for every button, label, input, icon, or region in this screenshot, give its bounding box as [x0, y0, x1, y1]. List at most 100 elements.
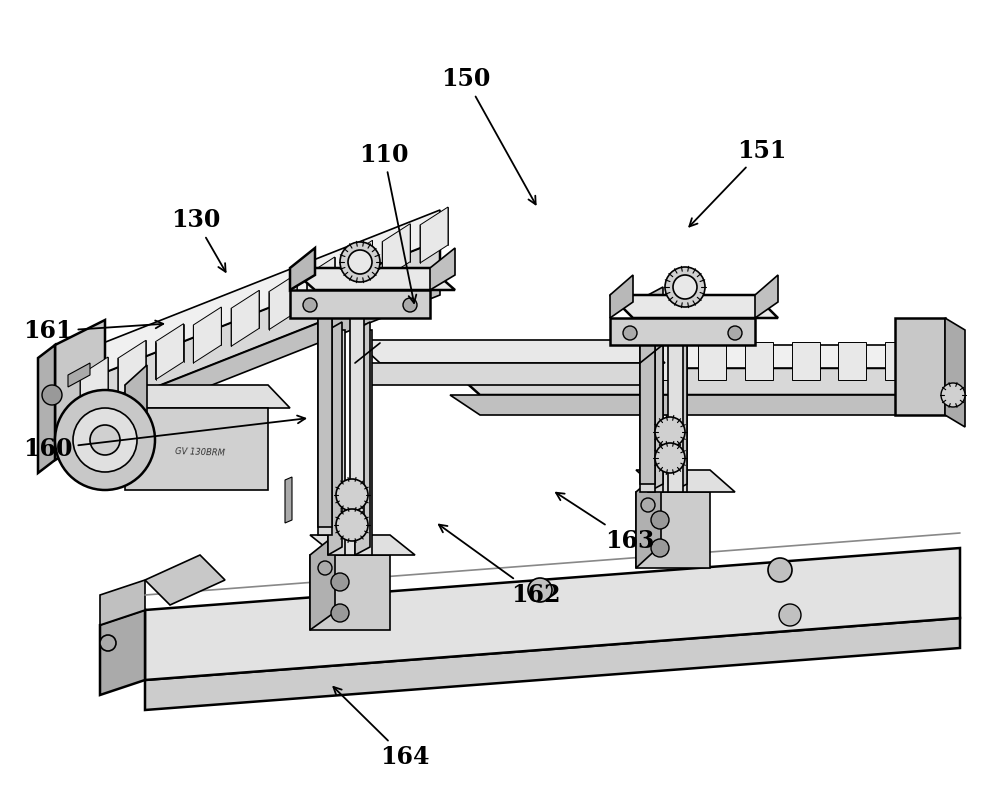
- Polygon shape: [100, 610, 145, 695]
- Polygon shape: [55, 320, 105, 460]
- Circle shape: [303, 298, 317, 312]
- Polygon shape: [512, 342, 540, 380]
- Polygon shape: [420, 207, 448, 263]
- Circle shape: [336, 479, 368, 511]
- Text: 164: 164: [333, 687, 430, 769]
- Polygon shape: [640, 345, 655, 492]
- Polygon shape: [60, 275, 440, 445]
- Polygon shape: [698, 342, 726, 380]
- Polygon shape: [355, 363, 640, 385]
- Circle shape: [340, 242, 380, 282]
- Polygon shape: [610, 318, 755, 345]
- Polygon shape: [745, 342, 773, 380]
- Circle shape: [331, 604, 349, 622]
- Circle shape: [528, 578, 552, 602]
- Polygon shape: [290, 248, 315, 290]
- Text: 162: 162: [439, 525, 561, 607]
- Text: 160: 160: [23, 416, 305, 461]
- Circle shape: [55, 390, 155, 490]
- Text: 110: 110: [359, 143, 416, 303]
- Polygon shape: [945, 318, 965, 427]
- Polygon shape: [125, 385, 290, 408]
- Polygon shape: [100, 580, 145, 625]
- Polygon shape: [636, 470, 735, 492]
- Polygon shape: [640, 337, 655, 484]
- Polygon shape: [125, 408, 268, 490]
- Text: GV 130BRM: GV 130BRM: [175, 446, 225, 458]
- Polygon shape: [755, 275, 778, 318]
- Polygon shape: [610, 295, 778, 318]
- Polygon shape: [450, 368, 930, 395]
- Polygon shape: [68, 363, 90, 387]
- Text: 150: 150: [441, 67, 536, 205]
- Polygon shape: [145, 555, 225, 605]
- Circle shape: [768, 558, 792, 582]
- Polygon shape: [648, 295, 663, 492]
- Circle shape: [779, 604, 801, 626]
- Circle shape: [403, 298, 417, 312]
- Circle shape: [941, 383, 965, 407]
- Polygon shape: [193, 307, 221, 363]
- Circle shape: [651, 511, 669, 529]
- Polygon shape: [60, 210, 440, 390]
- Polygon shape: [285, 477, 292, 523]
- Circle shape: [728, 326, 742, 340]
- Polygon shape: [355, 322, 370, 555]
- Polygon shape: [355, 340, 665, 363]
- Circle shape: [42, 385, 62, 405]
- Polygon shape: [605, 342, 633, 380]
- Polygon shape: [672, 287, 687, 492]
- Polygon shape: [885, 342, 913, 380]
- Polygon shape: [156, 324, 184, 380]
- Circle shape: [90, 425, 120, 455]
- Circle shape: [336, 509, 368, 541]
- Circle shape: [665, 267, 705, 307]
- Polygon shape: [672, 295, 687, 492]
- Polygon shape: [648, 287, 663, 492]
- Polygon shape: [895, 318, 945, 415]
- Polygon shape: [355, 330, 372, 555]
- Polygon shape: [60, 240, 440, 425]
- Polygon shape: [465, 342, 493, 380]
- Text: 163: 163: [556, 492, 655, 553]
- Polygon shape: [290, 290, 430, 318]
- Circle shape: [348, 250, 372, 274]
- Circle shape: [73, 408, 137, 472]
- Polygon shape: [450, 345, 930, 368]
- Polygon shape: [145, 618, 960, 710]
- Circle shape: [651, 539, 669, 557]
- Polygon shape: [310, 535, 335, 630]
- Polygon shape: [310, 555, 390, 630]
- Polygon shape: [668, 345, 683, 492]
- Text: 151: 151: [689, 139, 787, 227]
- Polygon shape: [344, 240, 372, 297]
- Polygon shape: [792, 342, 820, 380]
- Polygon shape: [450, 395, 930, 415]
- Polygon shape: [652, 342, 680, 380]
- Polygon shape: [350, 290, 364, 535]
- Polygon shape: [558, 342, 586, 380]
- Circle shape: [641, 498, 655, 512]
- Polygon shape: [610, 275, 633, 318]
- Text: 161: 161: [23, 320, 163, 343]
- Polygon shape: [290, 268, 455, 290]
- Circle shape: [673, 275, 697, 299]
- Circle shape: [318, 561, 332, 575]
- Polygon shape: [382, 224, 410, 280]
- Polygon shape: [636, 492, 710, 568]
- Text: 130: 130: [171, 209, 226, 272]
- Polygon shape: [145, 548, 960, 680]
- Polygon shape: [307, 257, 335, 313]
- Polygon shape: [328, 322, 342, 555]
- Polygon shape: [318, 282, 332, 527]
- Polygon shape: [231, 290, 259, 347]
- Circle shape: [623, 326, 637, 340]
- Circle shape: [100, 635, 116, 651]
- Polygon shape: [430, 248, 455, 290]
- Polygon shape: [269, 274, 297, 330]
- Polygon shape: [310, 535, 415, 555]
- Polygon shape: [118, 340, 146, 396]
- Polygon shape: [125, 365, 147, 470]
- Polygon shape: [38, 345, 55, 473]
- Polygon shape: [318, 290, 332, 535]
